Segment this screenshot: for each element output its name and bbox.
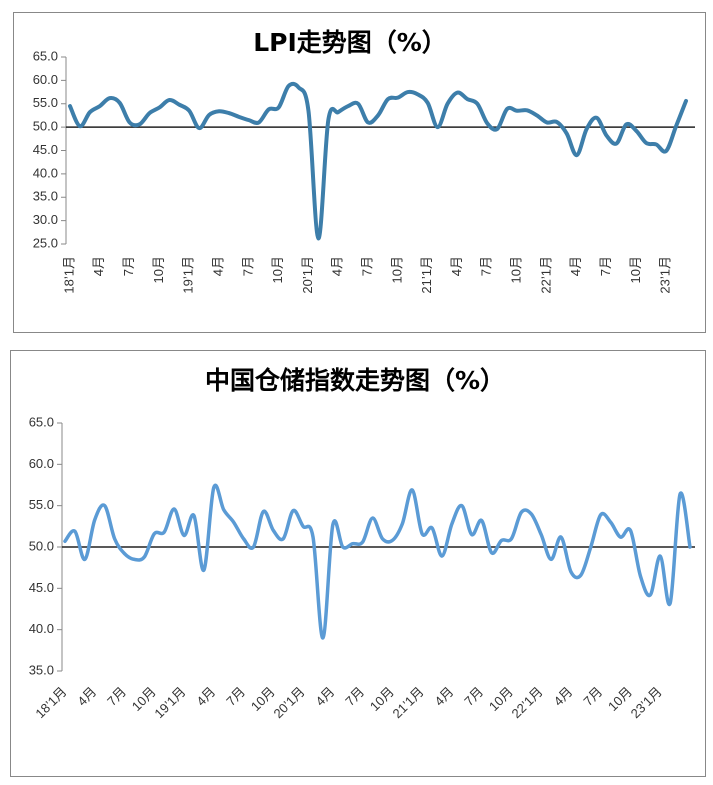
y-tick-label: 30.0 — [33, 212, 58, 227]
y-tick-label: 60.0 — [33, 72, 58, 87]
x-tick-label: 10月 — [509, 256, 524, 283]
y-tick-label: 45.0 — [33, 142, 58, 157]
x-tick-label: 10月 — [270, 256, 285, 283]
y-tick-label: 60.0 — [29, 456, 54, 471]
chart-title: 中国仓储指数走势图（%） — [205, 366, 505, 395]
y-tick-label: 35.0 — [33, 189, 58, 204]
x-tick-label: 21’1月 — [419, 256, 434, 294]
x-tick-label: 10月 — [151, 256, 166, 283]
y-tick-label: 65.0 — [33, 48, 58, 63]
y-tick-label: 65.0 — [29, 414, 54, 429]
y-tick-label: 40.0 — [29, 621, 54, 636]
x-tick-label: 23’1月 — [658, 256, 673, 294]
x-tick-label: 7月 — [240, 256, 255, 276]
x-tick-label: 7月 — [479, 256, 494, 276]
y-tick-label: 50.0 — [29, 538, 54, 553]
x-tick-label: 20’1月 — [300, 256, 315, 294]
chart-title: LPI走势图（%） — [253, 28, 447, 57]
x-tick-label: 7月 — [360, 256, 375, 276]
x-tick-label: 10月 — [389, 256, 404, 283]
x-tick-label: 4月 — [210, 256, 225, 276]
x-tick-label: 7月 — [121, 256, 136, 276]
y-tick-label: 35.0 — [29, 662, 54, 677]
x-tick-label: 4月 — [330, 256, 345, 276]
y-tick-label: 25.0 — [33, 235, 58, 250]
x-tick-label: 7月 — [598, 256, 613, 276]
x-tick-label: 19’1月 — [181, 256, 196, 294]
x-tick-label: 18’1月 — [61, 256, 76, 294]
chart-frame — [10, 350, 706, 777]
y-tick-label: 40.0 — [33, 165, 58, 180]
y-tick-label: 45.0 — [29, 580, 54, 595]
y-tick-label: 50.0 — [33, 119, 58, 134]
x-tick-label: 4月 — [91, 256, 106, 276]
y-tick-label: 55.0 — [29, 497, 54, 512]
chart-frame — [13, 12, 706, 333]
x-tick-label: 22’1月 — [538, 256, 553, 294]
x-tick-label: 4月 — [568, 256, 583, 276]
x-tick-label: 10月 — [628, 256, 643, 283]
y-tick-label: 55.0 — [33, 95, 58, 110]
line — [63, 483, 692, 640]
x-tick-label: 4月 — [449, 256, 464, 276]
line — [68, 81, 688, 241]
